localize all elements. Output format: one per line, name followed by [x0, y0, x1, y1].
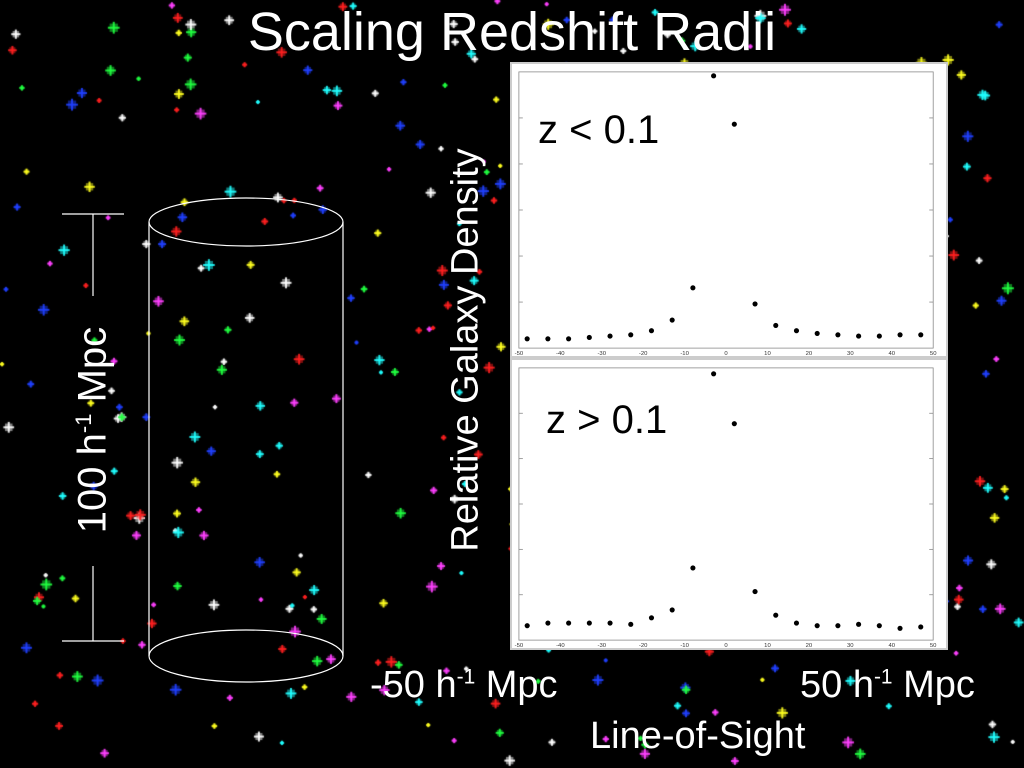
data-point	[835, 332, 841, 338]
data-point	[607, 620, 613, 626]
cylinder-top-ellipse	[148, 197, 344, 247]
high-redshift-label: z > 0.1	[546, 398, 668, 442]
scale-bar-label: 100 h-1 Mpc	[71, 327, 116, 533]
data-point	[897, 332, 903, 338]
scale-bar-exponent: -1	[71, 413, 97, 434]
chart-panel-high-redshift: -50 -40 -30 -20 -10 0 10 20 30 40 50 z > 0.1	[510, 358, 948, 650]
data-point	[793, 620, 800, 626]
data-point	[835, 623, 841, 629]
x-tick-label: 30	[847, 351, 854, 356]
x-max-value: 50 h	[800, 664, 874, 706]
data-point	[628, 332, 634, 338]
data-point	[918, 624, 924, 630]
data-point	[752, 301, 758, 307]
data-point	[711, 73, 717, 79]
x-tick-label: -30	[597, 643, 606, 648]
data-point	[918, 332, 924, 338]
data-point	[856, 333, 862, 339]
data-point	[690, 285, 696, 291]
data-point	[752, 588, 758, 595]
x-tick-label: 40	[888, 643, 895, 648]
chart-panel-low-redshift: -50 -40 -30 -20 -10 0 10 20 30 40 50 z < 0.1	[510, 62, 948, 358]
data-point	[773, 322, 779, 328]
y-axis-label: Relative Galaxy Density	[444, 148, 487, 552]
x-tick-label: 40	[888, 351, 895, 356]
data-point	[793, 328, 800, 334]
x-tick-label: 0	[724, 351, 728, 356]
data-point	[856, 621, 862, 627]
data-point	[814, 623, 820, 629]
x-tick-label: 0	[724, 643, 728, 648]
data-point	[648, 615, 655, 621]
x-max-label: 50 h-1 Mpc	[800, 664, 975, 707]
scale-bar-unit: Mpc	[70, 326, 115, 403]
x-tick-label: 50	[930, 643, 937, 648]
data-point	[690, 565, 696, 571]
x-axis-label: Line-of-Sight	[590, 715, 806, 757]
chart-low-redshift: -50 -40 -30 -20 -10 0 10 20 30 40 50	[515, 71, 937, 356]
data-point	[586, 620, 592, 626]
x-tick-label: -40	[556, 643, 565, 648]
x-max-exponent: -1	[873, 665, 893, 689]
x-min-value: -50 h	[370, 664, 457, 706]
scale-bar-value: 100 h	[70, 433, 115, 534]
x-max-unit: Mpc	[903, 664, 975, 706]
data-point	[628, 621, 634, 627]
data-point	[586, 334, 592, 341]
x-min-exponent: -1	[456, 665, 476, 689]
x-tick-label: -20	[639, 643, 648, 648]
data-point	[773, 612, 779, 618]
data-point	[566, 336, 572, 342]
x-tick-label: -10	[680, 351, 689, 356]
data-point	[545, 336, 551, 342]
data-point	[566, 620, 572, 626]
data-point	[669, 317, 675, 323]
x-tick-label: -50	[515, 643, 524, 648]
data-point	[607, 333, 613, 339]
cylinder-bottom-ellipse	[148, 629, 344, 683]
x-tick-label: 10	[764, 643, 771, 648]
data-point	[814, 330, 820, 336]
low-redshift-label: z < 0.1	[538, 108, 660, 152]
data-point	[897, 625, 903, 631]
data-point	[648, 328, 655, 334]
x-tick-label: 10	[764, 351, 771, 356]
x-tick-label: 30	[847, 643, 854, 648]
data-point	[731, 421, 737, 427]
x-tick-label: 20	[806, 643, 813, 648]
chart-high-redshift: -50 -40 -30 -20 -10 0 10 20 30 40 50	[515, 367, 937, 648]
x-min-unit: Mpc	[485, 664, 558, 706]
data-point	[876, 333, 882, 339]
slide-title: Scaling Redshift Radii	[247, 2, 777, 62]
data-point	[711, 371, 717, 377]
data-point	[524, 336, 530, 342]
x-min-label: -50 h-1 Mpc	[370, 664, 558, 707]
x-tick-label: -20	[639, 351, 648, 356]
x-tick-label: -40	[556, 351, 565, 356]
x-tick-label: 50	[930, 351, 937, 356]
x-tick-label: -50	[515, 351, 524, 356]
x-tick-label: -30	[597, 351, 606, 356]
data-point	[545, 620, 551, 626]
data-point	[524, 623, 530, 629]
x-tick-label: 20	[806, 351, 813, 356]
data-point	[669, 607, 675, 613]
data-point	[876, 623, 882, 629]
data-point	[731, 121, 737, 127]
x-tick-label: -10	[680, 643, 689, 648]
